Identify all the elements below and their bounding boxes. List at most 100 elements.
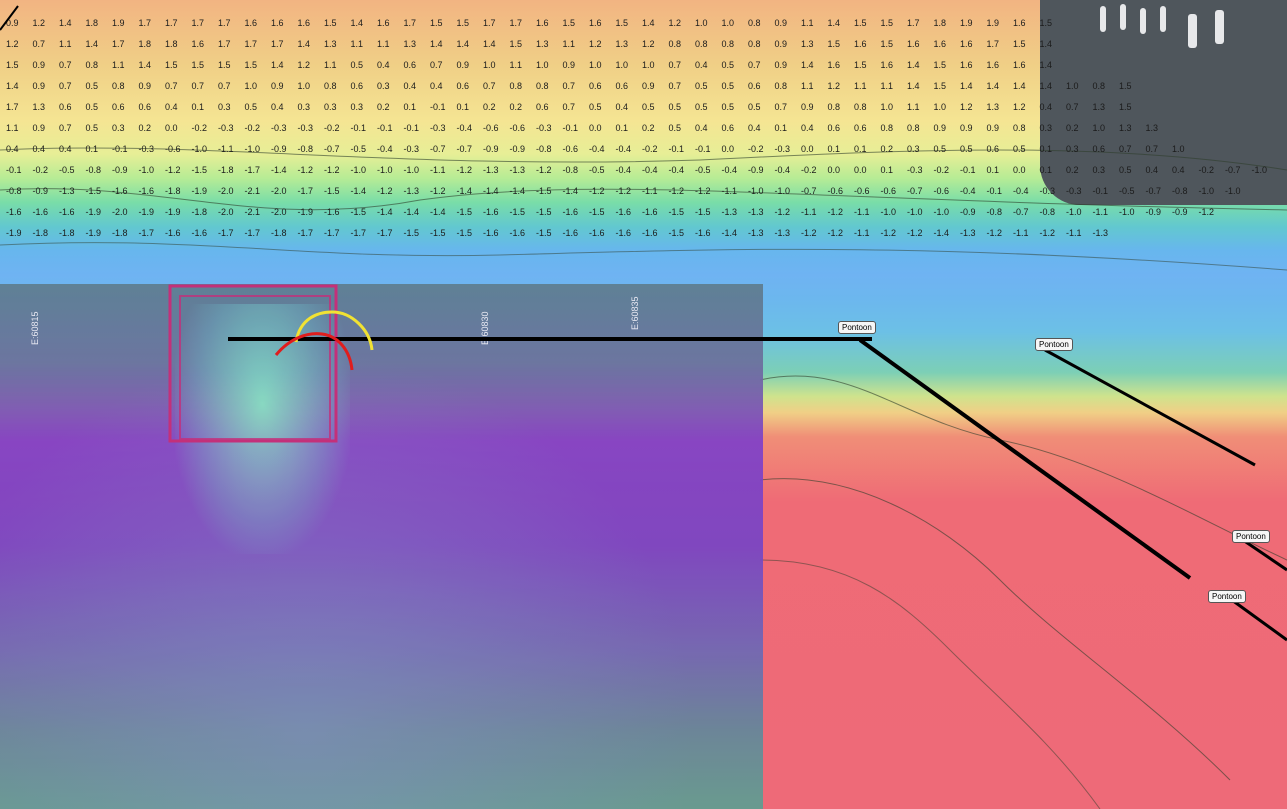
depth-value: 0.9 bbox=[32, 60, 46, 70]
depth-value: 0.8 bbox=[748, 39, 761, 49]
depth-value: -0.6 bbox=[165, 144, 181, 154]
depth-value: -0.5 bbox=[350, 144, 367, 154]
shaded-overlay-panel bbox=[0, 284, 763, 809]
depth-value: -1.2 bbox=[986, 228, 1003, 238]
depth-value: 0.9 bbox=[774, 39, 788, 49]
depth-value: 1.1 bbox=[324, 60, 337, 70]
depth-value: 0.9 bbox=[986, 123, 1000, 133]
depth-value: 0.2 bbox=[1066, 123, 1079, 133]
depth-value: -0.8 bbox=[986, 207, 1003, 217]
depth-value: 0.6 bbox=[112, 102, 125, 112]
depth-value: 0.1 bbox=[986, 165, 1000, 175]
depth-value: 0.8 bbox=[774, 81, 788, 91]
depth-value: -0.8 bbox=[536, 144, 552, 154]
depth-value: 1.3 bbox=[801, 39, 814, 49]
depth-value: 1.4 bbox=[59, 18, 72, 28]
depth-value: -1.5 bbox=[403, 228, 420, 238]
depth-value: -1.8 bbox=[218, 165, 234, 175]
depth-value: 1.4 bbox=[1039, 39, 1053, 49]
depth-value: -1.9 bbox=[165, 207, 181, 217]
depth-value: -0.8 bbox=[562, 165, 579, 175]
depth-value: -0.2 bbox=[642, 144, 658, 154]
depth-value: 0.1 bbox=[774, 123, 788, 133]
depth-value: -2.0 bbox=[218, 207, 234, 217]
depth-value: -1.6 bbox=[32, 207, 49, 217]
boat bbox=[1140, 8, 1146, 34]
depth-value: -1.2 bbox=[907, 228, 923, 238]
depth-value: -1.4 bbox=[509, 186, 526, 196]
depth-value: 1.5 bbox=[933, 81, 947, 91]
depth-value: 0.4 bbox=[748, 123, 761, 133]
depth-value: -0.8 bbox=[85, 165, 102, 175]
depth-value: 0.5 bbox=[695, 81, 708, 91]
depth-value: 1.0 bbox=[1092, 123, 1106, 133]
depth-value: -1.6 bbox=[615, 207, 632, 217]
depth-value: -0.3 bbox=[907, 165, 923, 175]
depth-value: 0.5 bbox=[589, 102, 602, 112]
depth-value: -1.6 bbox=[642, 207, 658, 217]
depth-value: -1.5 bbox=[509, 207, 526, 217]
depth-value: -0.6 bbox=[562, 144, 579, 154]
depth-value: 0.4 bbox=[165, 102, 178, 112]
depth-value: -1.7 bbox=[218, 228, 234, 238]
pontoon-label: Pontoon bbox=[1232, 530, 1270, 543]
depth-value: -0.1 bbox=[403, 123, 420, 133]
depth-value: -0.6 bbox=[854, 186, 870, 196]
depth-value: -1.4 bbox=[430, 207, 446, 217]
depth-value: -1.8 bbox=[112, 228, 128, 238]
depth-value: -1.8 bbox=[191, 207, 208, 217]
depth-value: 1.5 bbox=[1013, 39, 1026, 49]
depth-value: 1.1 bbox=[112, 60, 125, 70]
depth-value: -0.5 bbox=[589, 165, 605, 175]
depth-value: 1.6 bbox=[191, 39, 205, 49]
depth-value: 0.9 bbox=[562, 60, 576, 70]
depth-value: -0.4 bbox=[456, 123, 473, 133]
depth-value: 0.0 bbox=[1013, 165, 1026, 175]
depth-value: -0.3 bbox=[138, 144, 155, 154]
depth-value: -1.1 bbox=[642, 186, 658, 196]
depth-value: -1.3 bbox=[721, 207, 738, 217]
depth-value: 0.6 bbox=[748, 81, 761, 91]
depth-value: 1.1 bbox=[562, 39, 576, 49]
depth-value: 0.7 bbox=[59, 123, 72, 133]
depth-value: -0.9 bbox=[112, 165, 128, 175]
depth-value: 1.0 bbox=[721, 18, 735, 28]
depth-value: 1.7 bbox=[6, 102, 19, 112]
depth-value: 0.5 bbox=[668, 102, 682, 112]
depth-value: -0.4 bbox=[721, 165, 738, 175]
depth-value: -0.2 bbox=[933, 165, 950, 175]
depth-value: -1.3 bbox=[748, 207, 764, 217]
depth-value: 0.9 bbox=[6, 18, 19, 28]
depth-value: 0.3 bbox=[297, 102, 311, 112]
depth-value: 0.1 bbox=[85, 144, 99, 154]
depth-value: -1.6 bbox=[615, 228, 632, 238]
depth-value: 1.4 bbox=[960, 81, 973, 91]
depth-value: -1.0 bbox=[774, 186, 791, 196]
depth-value: -1.2 bbox=[1198, 207, 1215, 217]
depth-value: 1.6 bbox=[907, 39, 920, 49]
depth-value: 1.6 bbox=[960, 39, 973, 49]
depth-value: 0.8 bbox=[854, 102, 867, 112]
depth-value: -1.1 bbox=[1013, 228, 1029, 238]
boat bbox=[1188, 14, 1197, 48]
depth-value: -0.6 bbox=[827, 186, 844, 196]
boat bbox=[1160, 6, 1166, 32]
depth-value: -2.0 bbox=[112, 207, 128, 217]
depth-value: 1.4 bbox=[85, 39, 99, 49]
depth-value: -1.0 bbox=[403, 165, 420, 175]
depth-value: 1.6 bbox=[1013, 60, 1026, 70]
depth-value: -1.2 bbox=[430, 186, 446, 196]
depth-value: 0.3 bbox=[218, 102, 231, 112]
depth-value: -1.3 bbox=[774, 228, 791, 238]
depth-value: 0.6 bbox=[456, 81, 470, 91]
depth-value: -0.7 bbox=[1145, 186, 1162, 196]
depth-value: 1.1 bbox=[59, 39, 72, 49]
depth-value: -1.6 bbox=[324, 207, 340, 217]
depth-value: 0.5 bbox=[748, 102, 761, 112]
depth-value: -0.9 bbox=[960, 207, 976, 217]
depth-value: 0.9 bbox=[32, 81, 46, 91]
depth-value: 1.5 bbox=[324, 18, 337, 28]
depth-value: 0.5 bbox=[721, 60, 735, 70]
depth-value: 0.7 bbox=[1066, 102, 1079, 112]
